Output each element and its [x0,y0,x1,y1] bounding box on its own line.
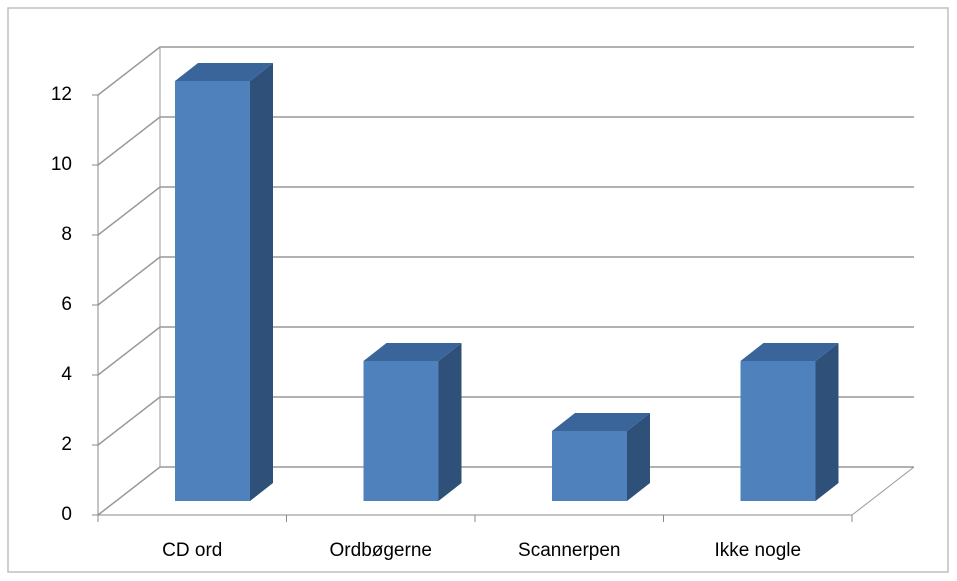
bar [363,361,439,501]
grid-line [97,466,914,516]
grid-line [97,396,914,446]
bar-side [438,343,462,501]
bar [552,431,627,501]
bar-top [552,413,650,431]
bar-side [627,413,650,501]
grid-line [97,326,914,376]
bar-top [740,343,839,361]
y-tick-label: 0 [61,504,72,525]
grid-line [97,116,914,166]
bar-side [250,63,273,501]
x-tick-label: Ordbøgerne [330,540,432,561]
grid-line [97,46,914,96]
bar-top [363,343,462,361]
x-tick-label: Scannerpen [518,540,620,561]
y-tick-label: 10 [51,154,72,175]
grid-line [97,186,914,236]
y-tick-label: 6 [61,294,72,315]
x-tick-label: CD ord [162,540,222,561]
floor-edge [851,466,915,516]
bar-top [175,63,273,81]
y-tick-label: 8 [61,224,72,245]
x-tick-label: Ikke nogle [714,540,801,561]
bar-side [815,343,839,501]
grid-line [97,256,914,306]
bar [175,81,250,501]
y-tick-label: 2 [61,434,72,455]
y-tick-label: 12 [51,84,72,105]
y-tick-label: 4 [61,364,72,385]
bar [740,361,816,501]
